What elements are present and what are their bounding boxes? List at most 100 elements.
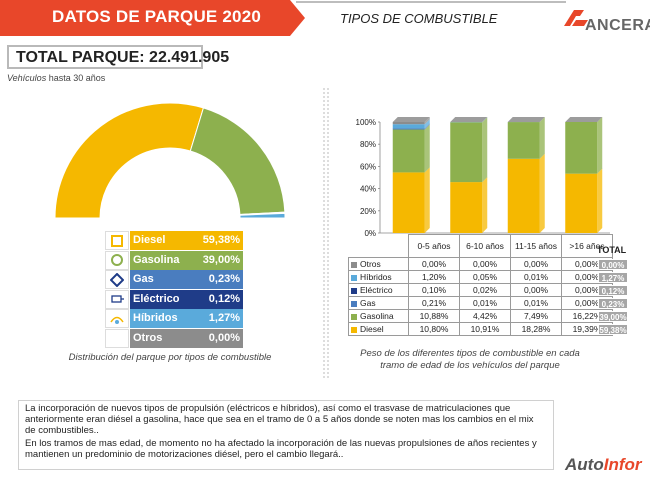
legend-row-híbridos: Híbridos 1,27% (105, 309, 243, 328)
legend-name: Diesel (130, 231, 193, 250)
legend-name: Gas (130, 270, 193, 289)
bar-segment (392, 121, 425, 125)
bar-segment (565, 122, 598, 174)
table-cell: 0,00% (459, 257, 511, 271)
table-row: Otros 0,00% 0,00% 0,00% 0,00% (348, 257, 613, 271)
bar-segment (392, 128, 425, 130)
table-cell: 0,01% (510, 270, 562, 284)
table-cell: 0,00% (408, 257, 460, 271)
total-parque: TOTAL PARQUE: 22.491.905 (7, 45, 229, 69)
bar-segment (507, 122, 540, 159)
table-cell: 0,21% (408, 296, 460, 310)
summary-paragraph-2: En los tramos de mas edad, de momento no… (25, 438, 537, 460)
diamond-icon (105, 270, 129, 289)
series-label: Híbridos (348, 270, 409, 284)
table-cell: 1,20% (408, 270, 460, 284)
legend-value: 59,38% (193, 231, 243, 250)
legend-value: 0,23% (193, 270, 243, 289)
age-fuel-table: 0-5 años 6-10 años 11-15 años >16 años Otros… (348, 234, 613, 336)
legend-value: 39,00% (193, 250, 243, 270)
table-cell: 0,05% (459, 270, 511, 284)
table-col-header: 6-10 años (459, 234, 511, 258)
table-cell: 4,42% (459, 309, 511, 323)
bar-segment (450, 182, 483, 233)
table-row: Eléctrico 0,10% 0,02% 0,00% 0,00% (348, 283, 613, 297)
table-row: Gasolina 10,88% 4,42% 7,49% 16,22% (348, 309, 613, 323)
y-tick-label: 60% (360, 162, 376, 171)
table-cell: 10,88% (408, 309, 460, 323)
legend-row-diesel: Diesel 59,38% (105, 231, 243, 250)
age-stacked-bar-chart: 0% 20% 40% 60% 80% 100% (356, 116, 610, 238)
table-cell: 7,49% (510, 309, 562, 323)
bar-segment (565, 173, 598, 233)
square-icon (105, 231, 129, 250)
legend-name: Eléctrico (130, 289, 193, 309)
right-caption: Peso de los diferentes tipos de combusti… (360, 348, 580, 371)
header-divider (296, 1, 566, 3)
series-label: Gasolina (348, 309, 409, 323)
bar-segment (507, 158, 540, 233)
table-cell: 0,02% (459, 283, 511, 297)
legend-value: 1,27% (193, 309, 243, 328)
legend-row-otros: Otros 0,00% (105, 328, 243, 348)
bar-segment (392, 129, 425, 173)
y-tick-label: 100% (356, 118, 376, 127)
summary-box (18, 400, 554, 470)
series-label: Diesel (348, 322, 409, 336)
summary-paragraph-1: La incorporación de nuevos tipos de prop… (25, 403, 534, 436)
series-label: Gas (348, 296, 409, 310)
table-cell: 0,01% (510, 296, 562, 310)
legend-name: Otros (130, 328, 193, 348)
table-cell: 18,28% (510, 322, 562, 336)
legend-row-gasolina: Gasolina 39,00% (105, 250, 243, 270)
table-col-header: 11-15 años (510, 234, 562, 258)
total-cell: 39,00% (598, 311, 628, 322)
empty-icon (105, 328, 129, 348)
plug-icon (105, 289, 129, 309)
total-cell: 0,00% (598, 259, 628, 270)
y-tick-label: 80% (360, 140, 376, 149)
total-column-header: TOTAL (597, 245, 627, 255)
vehicles-note: Vehículos hasta 30 años (7, 73, 106, 83)
table-cell: 10,80% (408, 322, 460, 336)
table-cell: 0,01% (459, 296, 511, 310)
section-subtitle: TIPOS DE COMBUSTIBLE (340, 11, 498, 26)
table-cell: 0,10% (408, 283, 460, 297)
ancera-logo-text: ANCERA (585, 17, 650, 34)
legend-name: Híbridos (130, 309, 193, 328)
column-divider (323, 88, 329, 378)
total-cell: 0,23% (598, 298, 628, 309)
ancera-logo-icon (564, 10, 588, 26)
total-cell: 59,38% (598, 324, 628, 335)
legend-name: Gasolina (130, 250, 193, 270)
table-row: Gas 0,21% 0,01% 0,01% 0,00% (348, 296, 613, 310)
autoinfor-logo: AutoInfor (565, 455, 642, 474)
header-banner (0, 0, 305, 36)
total-cell: 0,12% (598, 285, 628, 296)
legend-row-eléctrico: Eléctrico 0,12% (105, 289, 243, 309)
donut-slice-diesel (54, 102, 205, 219)
series-label: Otros (348, 257, 409, 271)
left-caption: Distribución del parque por tipos de com… (68, 352, 272, 363)
legend-value: 0,12% (193, 289, 243, 309)
legend-value: 0,00% (193, 328, 243, 348)
page-title: DATOS DE PARQUE 2020 (52, 7, 262, 26)
circle-icon (105, 250, 129, 270)
fuel-distribution-donut (54, 102, 286, 219)
total-cell: 1,27% (598, 272, 628, 283)
donut-slice-gasolina (189, 107, 286, 215)
series-label: Eléctrico (348, 283, 409, 297)
table-row: Híbridos 1,20% 0,05% 0,01% 0,00% (348, 270, 613, 284)
table-cell: 0,00% (510, 283, 562, 297)
donut-slice-híbridos (239, 212, 286, 219)
y-tick-label: 40% (360, 185, 376, 194)
hybrid-icon (105, 309, 129, 328)
bar-segment (392, 124, 425, 129)
y-tick-label: 20% (360, 207, 376, 216)
bar-segment (392, 172, 425, 233)
table-row: Diesel 10,80% 10,91% 18,28% 19,39% (348, 322, 613, 336)
y-tick-label: 0% (364, 229, 376, 238)
table-col-header: 0-5 años (408, 234, 460, 258)
bar-segment (450, 122, 483, 183)
legend-row-gas: Gas 0,23% (105, 270, 243, 289)
